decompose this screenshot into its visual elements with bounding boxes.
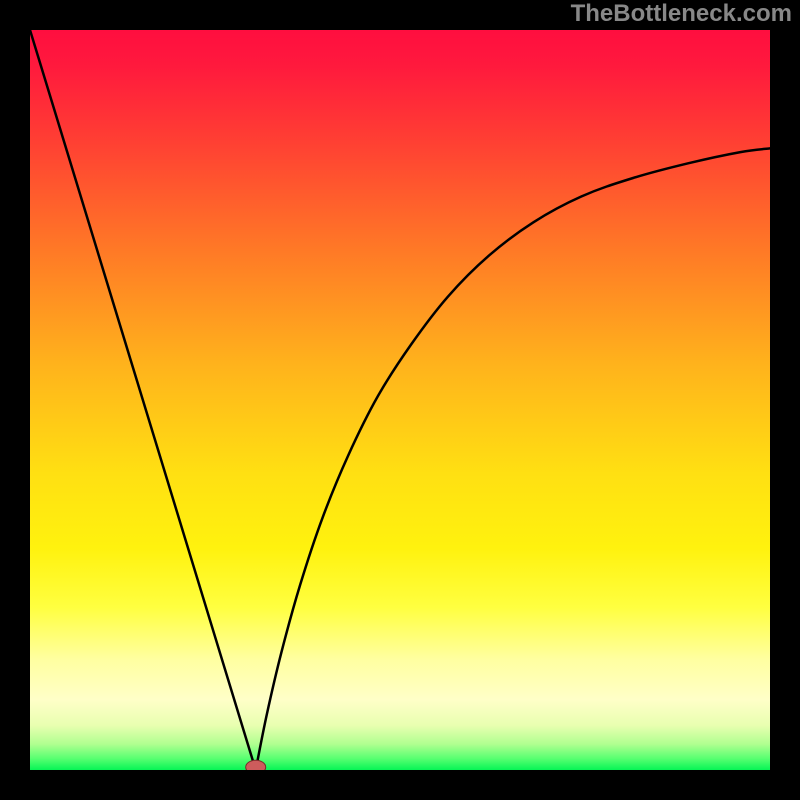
chart-svg: [30, 30, 770, 770]
gradient-background: [30, 30, 770, 770]
plot-area: [30, 30, 770, 770]
watermark-label: TheBottleneck.com: [571, 0, 792, 28]
chart-frame: TheBottleneck.com: [0, 0, 800, 800]
vertex-marker: [246, 760, 266, 770]
